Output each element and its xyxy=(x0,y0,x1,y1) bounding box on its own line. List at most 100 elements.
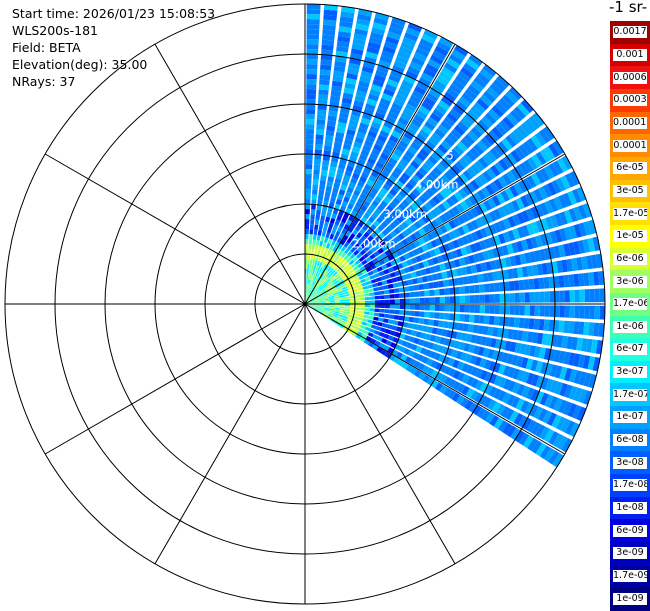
beta-gate xyxy=(514,317,520,327)
beta-gate xyxy=(450,296,455,303)
beta-gate xyxy=(316,240,320,245)
beta-gate xyxy=(489,283,495,292)
beta-gate xyxy=(575,290,580,303)
beta-gate xyxy=(319,74,330,80)
colorbar-tick-label: 1.7e-05 xyxy=(613,208,647,220)
beta-gate xyxy=(322,231,327,237)
beta-gate xyxy=(395,299,400,303)
beta-gate xyxy=(374,313,379,317)
beta-gate xyxy=(311,249,314,254)
beta-gate xyxy=(380,295,385,299)
beta-gate xyxy=(320,175,327,181)
colorbar-swatch: 1e-06 xyxy=(610,316,650,339)
beta-gate xyxy=(306,214,310,219)
beta-gate xyxy=(305,224,309,229)
beta-gate xyxy=(428,319,434,326)
beta-gate xyxy=(306,99,315,104)
beta-gate xyxy=(360,308,365,311)
beta-gate xyxy=(378,317,384,321)
beta-gate xyxy=(525,305,530,315)
beta-gate xyxy=(479,315,485,324)
beta-gate xyxy=(490,305,495,314)
beta-gate xyxy=(319,185,325,191)
beta-gate xyxy=(419,291,424,297)
colorbar-swatch: 0.0017 xyxy=(610,21,650,44)
beta-gate xyxy=(580,289,585,302)
colorbar-tick-label: 0.0017 xyxy=(613,26,647,38)
field-name: Field: BETA xyxy=(12,39,215,56)
beta-gate xyxy=(380,300,385,304)
beta-gate xyxy=(455,305,460,312)
scan-info: Start time: 2026/01/23 15:08:53 WLS200s-… xyxy=(12,5,215,90)
beta-gate xyxy=(395,305,400,309)
beta-gate xyxy=(370,308,375,312)
colorbar-swatch: 1e-07 xyxy=(610,406,650,429)
beta-gate xyxy=(318,246,322,252)
beta-gate xyxy=(306,179,312,184)
beta-gate xyxy=(310,224,314,229)
beta-gate xyxy=(313,179,319,184)
beta-gate xyxy=(320,180,326,186)
beta-gate xyxy=(405,299,410,304)
beta-gate xyxy=(444,313,450,320)
beta-gate xyxy=(500,294,505,303)
beta-gate xyxy=(380,304,385,308)
beta-gate xyxy=(450,305,455,312)
beta-gate xyxy=(525,292,530,302)
beta-gate xyxy=(306,69,317,74)
beta-gate xyxy=(474,285,480,293)
nrays-value: NRays: 37 xyxy=(12,73,215,90)
beta-gate xyxy=(539,278,545,289)
beta-gate xyxy=(315,245,319,250)
beta-gate xyxy=(325,305,330,306)
beta-gate xyxy=(359,294,364,297)
beta-gate xyxy=(560,306,565,318)
beta-gate xyxy=(433,320,439,327)
colorbar-tick-label: 1.7e-06 xyxy=(613,298,647,310)
beta-gate xyxy=(570,290,575,302)
beta-gate xyxy=(316,129,324,135)
beta-gate xyxy=(366,280,372,285)
beta-gate xyxy=(414,291,419,297)
beta-gate xyxy=(480,295,485,303)
beta-gate xyxy=(585,289,590,302)
beta-gate xyxy=(485,294,490,303)
beta-gate xyxy=(372,283,378,288)
beta-gate xyxy=(307,34,319,39)
colorbar-tick-label: 0.0006 xyxy=(613,72,647,84)
beta-gate xyxy=(340,297,345,299)
colorbar: 0.00170.0010.00060.00030.000170.00016e-0… xyxy=(610,21,650,610)
beta-gate xyxy=(363,318,369,322)
beta-gate xyxy=(590,289,595,302)
beta-gate xyxy=(307,274,309,279)
beta-gate xyxy=(306,189,311,194)
beta-gate xyxy=(405,305,410,310)
range-label: 3.00km xyxy=(384,207,427,221)
beta-gate xyxy=(318,89,328,95)
beta-gate xyxy=(375,300,380,303)
beta-gate xyxy=(355,304,360,307)
beta-gate xyxy=(563,275,569,287)
beta-gate xyxy=(349,309,354,312)
beta-gate xyxy=(385,304,390,308)
beta-gate xyxy=(307,4,321,9)
beta-gate xyxy=(360,304,365,307)
beta-gate xyxy=(530,292,535,303)
beta-gate xyxy=(321,170,328,176)
beta-gate xyxy=(439,313,445,320)
colorbar-swatch: 0.0003 xyxy=(610,89,650,112)
beta-gate xyxy=(382,280,388,285)
beta-gate xyxy=(540,292,545,303)
beta-gate xyxy=(425,297,430,303)
beta-gate xyxy=(458,277,464,285)
elevation-value: Elevation(deg): 35.00 xyxy=(12,56,215,73)
beta-gate xyxy=(374,291,379,295)
beta-gate xyxy=(428,282,434,289)
colorbar-swatch: 1.7e-09 xyxy=(610,565,650,588)
beta-gate xyxy=(320,215,325,221)
beta-gate xyxy=(515,305,520,315)
colorbar-tick-label: 6e-08 xyxy=(613,434,647,446)
beta-gate xyxy=(390,305,395,309)
beta-gate xyxy=(312,194,317,199)
beta-gate xyxy=(321,165,328,171)
